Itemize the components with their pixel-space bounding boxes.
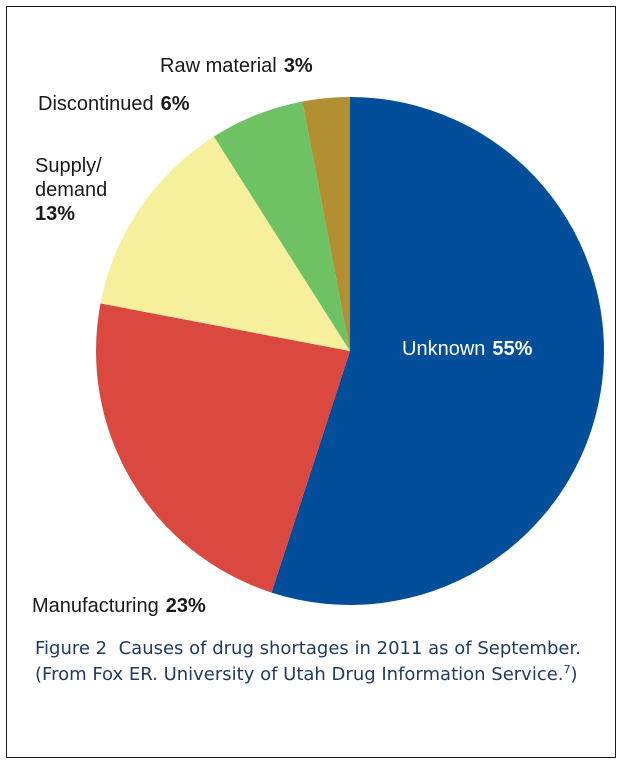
- slice-label-raw-material: Raw material 3%: [160, 55, 313, 77]
- caption-reference: 7: [563, 663, 571, 676]
- pie-slice-unknown: [271, 97, 604, 606]
- caption-close: ): [570, 664, 578, 685]
- slice-label-manufacturing: Manufacturing 23%: [32, 595, 206, 617]
- pie-slice-raw-material: [302, 97, 350, 351]
- figure-caption: Figure 2 Causes of drug shortages in 201…: [35, 636, 605, 688]
- pie-slice-manufacturing: [96, 303, 350, 593]
- caption-text: Causes of drug shortages in 2011 as of S…: [35, 638, 581, 685]
- slice-label-supply: Supply/demand 13%: [35, 155, 107, 225]
- slice-label-unknown: Unknown 55%: [402, 338, 533, 360]
- pie-slice-supply: [100, 136, 350, 351]
- pie-slice-discontinued: [213, 101, 350, 351]
- slice-label-discontinued: Discontinued 6%: [38, 93, 190, 115]
- pie-chart: Unknown 55% Manufacturing 23% Supply/demand 1…: [32, 55, 604, 617]
- figure-frame: [6, 6, 616, 758]
- figure-label: Figure 2: [35, 638, 108, 659]
